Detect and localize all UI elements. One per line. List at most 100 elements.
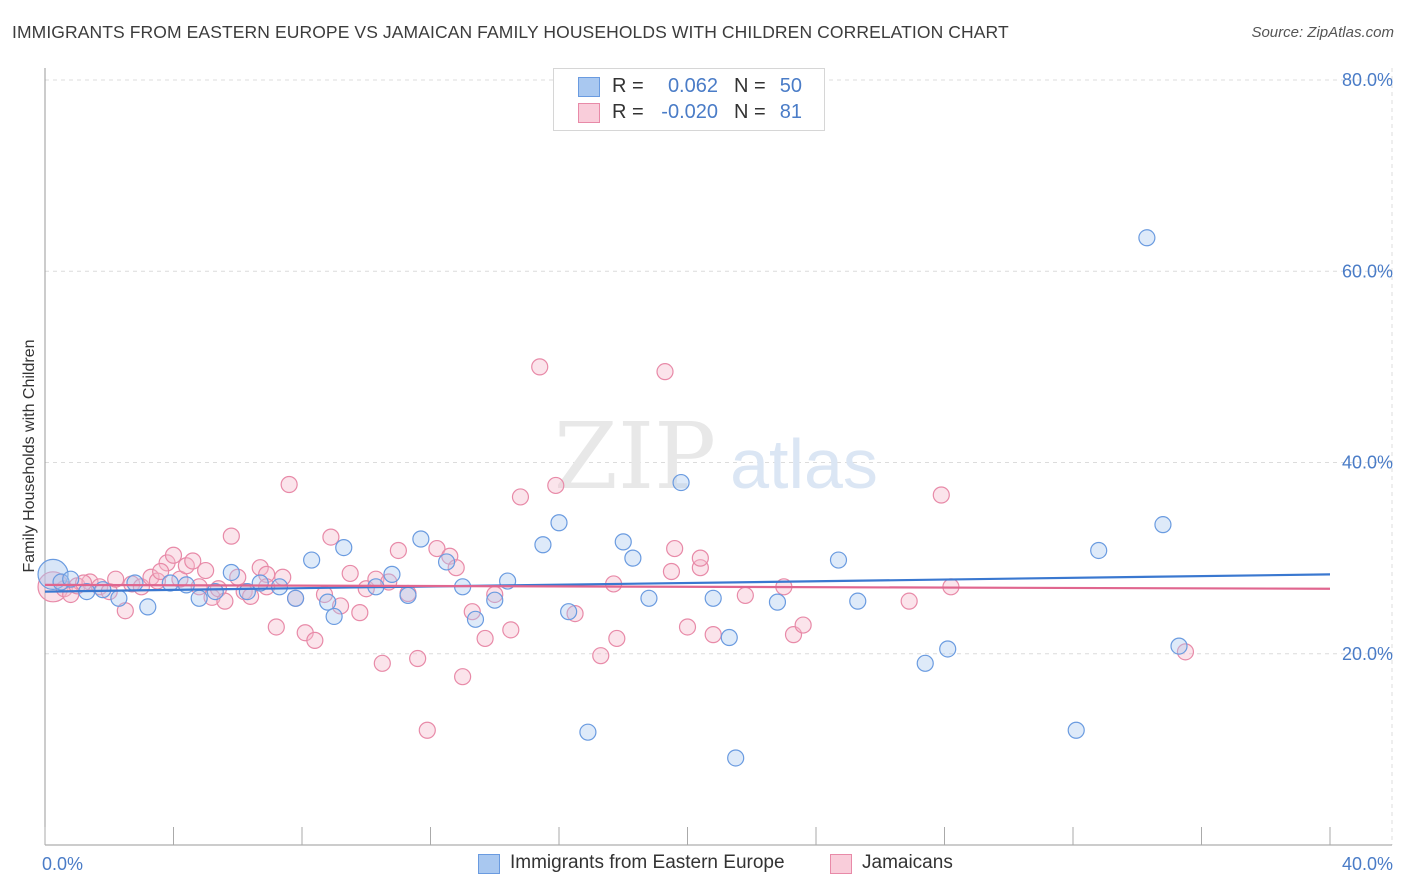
jamaican-point [409,649,427,668]
legend-swatch-pink [578,103,600,123]
jamaican-point [251,559,269,577]
legend-r-value: 0.062 [667,75,718,97]
legend-row-jamaicans: R = -0.020 N = 81 [554,101,824,127]
eastern-europe-points [37,229,1188,767]
jamaican-point [678,618,697,636]
eastern-europe-point [286,589,305,607]
stats-legend: R = 0.062 N = 50 R = -0.020 N = 81 [553,68,825,131]
jamaican-point [476,629,494,648]
jamaican-point [447,559,465,577]
x-tick-label: 0.0% [42,854,83,874]
eastern-europe-point [62,570,80,588]
legend-n-value: 50 [779,75,802,97]
eastern-europe-point [640,589,658,607]
jamaican-point [666,539,684,558]
eastern-europe-point [126,574,144,592]
legend-n-value: 81 [779,101,802,123]
jamaican-point [691,549,709,567]
legend-r-value: -0.020 [661,101,718,123]
jamaican-point [794,616,812,634]
jamaican-point [164,546,183,564]
jamaican-point [592,647,610,665]
jamaican-point [547,476,565,495]
source-label: Source: ZipAtlas.com [1251,24,1394,41]
jamaican-point [280,475,298,494]
eastern-europe-point [534,536,552,554]
jamaican-point [197,561,215,580]
eastern-europe-point [319,593,337,611]
trend-lines [44,573,1331,593]
eastern-europe-point [579,723,597,741]
legend-swatch-pink [830,854,852,874]
eastern-europe-point [720,628,738,647]
legend-row-eastern-europe: R = 0.062 N = 50 [554,75,824,101]
eastern-europe-trend-line [44,573,1331,593]
jamaican-point [389,541,407,560]
watermark: ZIP atlas [554,403,878,510]
jamaican-point [1176,643,1195,661]
jamaican-point [152,562,170,581]
jamaican-point [454,668,472,686]
jamaican-point [418,721,436,739]
eastern-europe-point [270,578,289,596]
jamaican-point [511,488,530,506]
jamaican-point [691,559,709,577]
eastern-europe-point [222,563,240,582]
eastern-europe-point [916,654,934,672]
legend-n-label: N = [734,101,766,123]
jamaican-point [107,570,125,588]
y-tick-label: 40.0% [1342,453,1393,473]
jamaican-point [306,631,324,649]
eastern-europe-point [110,589,128,607]
eastern-europe-point [486,591,504,609]
eastern-europe-point [614,533,632,551]
jamaican-point [566,604,584,623]
jamaican-point [900,592,918,610]
jamaican-point [656,363,674,381]
jamaican-point [341,564,359,583]
eastern-europe-point [399,586,417,605]
eastern-europe-point [672,473,690,492]
jamaican-point [322,528,340,546]
x-tick-label: 40.0% [1342,854,1393,874]
tick-labels: 20.0% 40.0% 60.0% 80.0% 0.0% 40.0% [42,70,1393,874]
y-tick-label: 80.0% [1342,70,1393,90]
eastern-europe-point [437,553,456,571]
eastern-europe-point [139,598,157,616]
eastern-europe-point [849,592,867,610]
eastern-europe-point [206,582,224,601]
jamaican-point [428,539,446,558]
grid [45,68,1393,845]
eastern-europe-point [939,640,957,658]
watermark-zip: ZIP [554,403,716,510]
eastern-europe-point [727,749,745,767]
eastern-europe-point [829,551,848,569]
legend-r-label: R = [612,101,644,123]
axes [44,68,1392,846]
y-axis-label: Family Households with Children [21,340,38,573]
eastern-europe-point [550,514,568,532]
legend-label: Immigrants from Eastern Europe [510,852,785,873]
eastern-europe-point [190,589,208,607]
jamaican-trend-line [44,583,1331,590]
legend-label: Jamaicans [862,852,953,873]
eastern-europe-point [466,610,485,628]
eastern-europe-point [251,574,269,592]
eastern-europe-point [325,607,343,626]
jamaican-point [373,654,391,672]
chart-title: IMMIGRANTS FROM EASTERN EUROPE VS JAMAIC… [12,22,1009,42]
eastern-europe-point [1154,516,1172,534]
jamaican-point [932,486,950,504]
eastern-europe-point [303,551,321,569]
y-tick-label: 20.0% [1342,644,1393,664]
eastern-europe-point [704,589,722,607]
eastern-europe-point [624,549,642,567]
jamaican-point [531,358,549,376]
legend-r-label: R = [612,75,644,97]
watermark-atlas: atlas [730,425,878,503]
jamaican-point [662,562,681,581]
jamaican-point [736,586,754,605]
eastern-europe-point [1067,721,1085,739]
eastern-europe-point [238,582,256,601]
jamaican-point [704,626,722,644]
